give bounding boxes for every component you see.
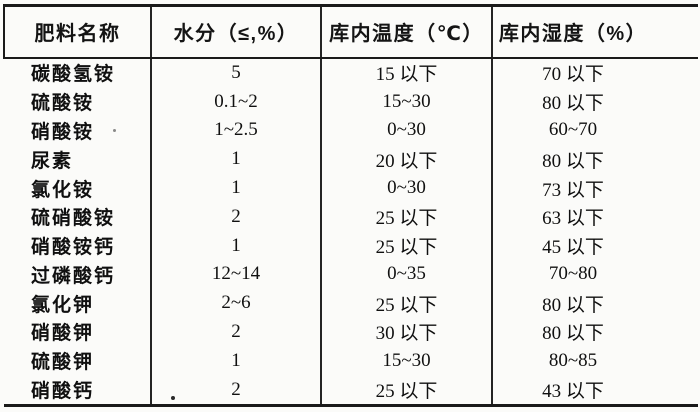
humidity-value: 80 以下	[491, 288, 698, 318]
moisture-value: 12~14	[150, 259, 321, 289]
temperature-value: 15 以下	[320, 57, 492, 88]
table-row: 硫硝酸铵 2 25 以下 63 以下	[4, 202, 698, 232]
temperature-value: 0~35	[320, 259, 492, 289]
fertilizer-name: 硫酸铵	[31, 93, 95, 115]
humidity-value: 73 以下	[491, 173, 698, 203]
header-moisture: 水分（≤,%）	[150, 5, 321, 59]
humidity-value: 80 以下	[491, 144, 698, 174]
table-row: 硝酸钙 2 25 以下 43 以下	[4, 375, 698, 406]
temperature-value: 0~30	[320, 173, 492, 203]
table-row: 硝酸铵钙 1 25 以下 45 以下	[4, 231, 698, 260]
table-row: 硫酸钾 1 15~30 80~85	[4, 346, 698, 375]
temperature-value: 0~30	[320, 116, 492, 145]
humidity-value: 80~85	[491, 346, 698, 375]
fertilizer-name: 硫硝酸铵	[31, 208, 116, 230]
moisture-value: 1	[150, 346, 321, 375]
table-row: 过磷酸钙 12~14 0~35 70~80	[4, 259, 698, 289]
fertilizer-name: 氯化钾	[31, 294, 95, 316]
moisture-value: 2	[150, 202, 321, 232]
scan-artifact-dot	[171, 396, 175, 400]
fertilizer-name: 过磷酸钙	[31, 265, 116, 287]
moisture-value: 0.1~2	[150, 87, 321, 117]
humidity-value: 63 以下	[491, 202, 698, 232]
humidity-value: 43 以下	[491, 375, 698, 406]
humidity-value: 70 以下	[491, 57, 698, 88]
fertilizer-name: 硝酸铵	[31, 121, 95, 143]
header-temperature: 库内温度（℃）	[320, 5, 492, 59]
table-row: 硫酸铵 0.1~2 15~30 80 以下	[4, 87, 698, 117]
humidity-value: 80 以下	[491, 87, 698, 117]
table-row: 氯化铵 1 0~30 73 以下	[4, 173, 698, 203]
table-row: 氯化钾 2~6 25 以下 80 以下	[4, 288, 698, 318]
table-row: 碳酸氢铵 5 15 以下 70 以下	[4, 57, 698, 88]
fertilizer-name: 硫酸钾	[31, 352, 95, 374]
humidity-value: 80 以下	[491, 317, 698, 347]
table-row: 硝酸钾 2 30 以下 80 以下	[4, 317, 698, 347]
table-row: 尿素 1 20 以下 80 以下	[4, 144, 698, 174]
fertilizer-name: 硝酸钙	[31, 381, 95, 402]
fertilizer-name: 氯化铵	[31, 179, 95, 201]
header-row: 肥料名称 水分（≤,%） 库内温度（℃） 库内湿度（%）	[3, 5, 698, 59]
temperature-value: 25 以下	[320, 288, 492, 318]
moisture-value: 1	[150, 231, 321, 260]
moisture-value: 1~2.5	[150, 116, 321, 145]
scan-artifact-dot	[113, 129, 116, 132]
header-fertilizer-name: 肥料名称	[3, 5, 151, 59]
fertilizer-name: 硝酸铵钙	[31, 237, 116, 259]
moisture-value: 1	[150, 173, 321, 203]
moisture-value: 5	[150, 57, 321, 88]
temperature-value: 20 以下	[320, 144, 492, 174]
fertilizer-name: 碳酸氢铵	[31, 64, 116, 86]
temperature-value: 25 以下	[320, 202, 492, 232]
temperature-value: 15~30	[320, 87, 492, 117]
humidity-value: 45 以下	[491, 231, 698, 260]
temperature-value: 30 以下	[320, 317, 492, 347]
header-humidity: 库内湿度（%）	[491, 5, 698, 59]
table-row: 硝酸铵 1~2.5 0~30 60~70	[4, 116, 698, 145]
temperature-value: 15~30	[320, 346, 492, 375]
humidity-value: 60~70	[491, 116, 698, 145]
moisture-value: 1	[150, 144, 321, 174]
moisture-value: 2~6	[150, 288, 321, 318]
fertilizer-name: 硝酸钾	[31, 323, 95, 345]
fertilizer-name: 尿素	[31, 150, 74, 172]
temperature-value: 25 以下	[320, 231, 492, 260]
moisture-value: 2	[150, 375, 321, 406]
temperature-value: 25 以下	[320, 375, 492, 406]
moisture-value: 2	[150, 317, 321, 347]
humidity-value: 70~80	[491, 259, 698, 289]
fertilizer-storage-table: 肥料名称 水分（≤,%） 库内温度（℃） 库内湿度（%） 碳酸氢铵 5 15 以…	[3, 4, 698, 407]
